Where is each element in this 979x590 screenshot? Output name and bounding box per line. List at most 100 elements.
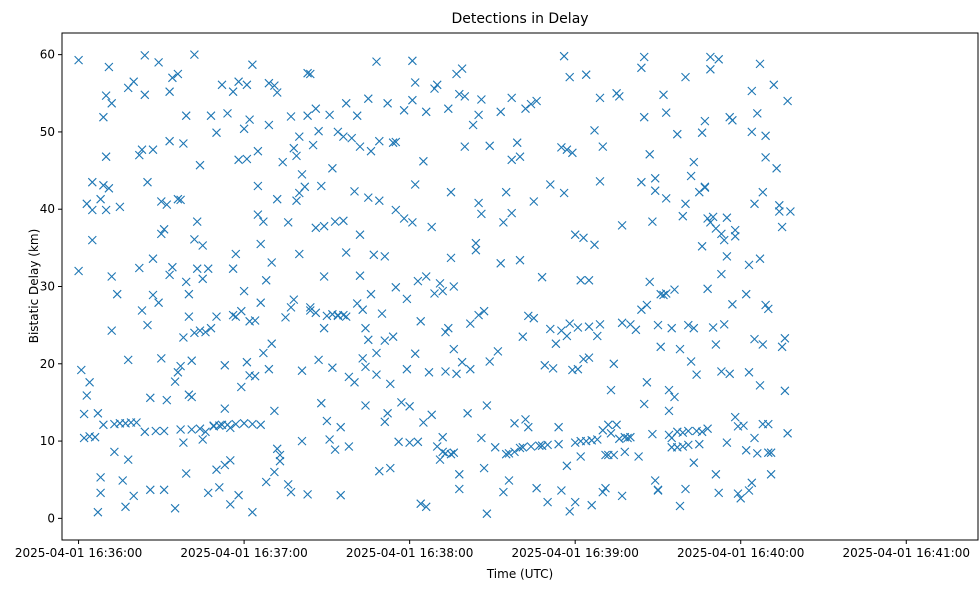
data-point [744, 367, 754, 377]
data-point [427, 222, 437, 232]
data-point [239, 124, 249, 134]
data-point [314, 126, 323, 136]
data-point [645, 277, 655, 287]
data-point [634, 452, 643, 461]
data-point [750, 334, 759, 344]
data-point [341, 248, 351, 257]
data-point [380, 336, 390, 345]
data-point [670, 392, 679, 402]
data-point [350, 187, 359, 196]
data-point [617, 318, 627, 328]
data-point [601, 483, 610, 493]
data-point [457, 357, 467, 367]
data-point [507, 155, 517, 165]
data-point [137, 306, 147, 315]
data-point [272, 444, 282, 454]
data-point [294, 249, 304, 259]
data-point [96, 488, 105, 498]
data-point [496, 107, 506, 117]
data-point [700, 183, 710, 192]
data-point [543, 497, 552, 507]
data-point [758, 187, 768, 197]
data-point [374, 136, 384, 146]
data-point [576, 275, 586, 285]
data-point [454, 469, 464, 479]
data-point [140, 90, 150, 100]
data-point [369, 250, 379, 260]
data-point [93, 408, 103, 418]
data-point [261, 477, 271, 487]
data-point [270, 467, 279, 477]
data-point [477, 95, 486, 104]
data-point [741, 445, 751, 455]
data-point [270, 406, 279, 416]
data-point [576, 452, 586, 461]
data-point [380, 252, 390, 261]
data-point [777, 342, 787, 352]
data-point [653, 320, 663, 330]
data-point [750, 433, 759, 443]
data-point [703, 214, 712, 223]
data-point [579, 354, 588, 364]
data-point [148, 254, 158, 264]
data-point [449, 448, 459, 458]
data-point [328, 163, 337, 173]
data-point [507, 93, 517, 103]
data-point [678, 428, 688, 437]
data-point [424, 367, 434, 377]
data-point [529, 313, 539, 323]
data-point [121, 502, 130, 512]
plot-frame [61, 32, 979, 541]
data-point [430, 84, 439, 93]
data-point [559, 188, 569, 198]
data-point [617, 491, 627, 501]
data-point [512, 138, 522, 148]
data-point [485, 357, 495, 366]
data-point [159, 426, 169, 436]
data-point [562, 331, 572, 341]
data-point [143, 177, 152, 187]
data-point [504, 476, 514, 485]
data-point [747, 478, 757, 488]
data-point [308, 140, 318, 150]
data-point [584, 322, 594, 332]
data-point [140, 51, 150, 60]
data-point [330, 217, 340, 226]
data-point [441, 367, 450, 376]
data-point [457, 64, 467, 73]
data-point [763, 304, 773, 314]
data-point [278, 157, 288, 167]
data-point [518, 332, 528, 342]
data-point [609, 450, 619, 460]
data-point [645, 149, 655, 159]
data-point [242, 154, 252, 164]
data-point [374, 466, 384, 476]
data-point [110, 447, 119, 457]
data-point [443, 104, 453, 114]
data-point [755, 254, 765, 264]
data-point [584, 353, 594, 362]
x-tick-label: 2025-04-01 16:36:00 [15, 546, 142, 560]
data-point [441, 327, 450, 337]
data-point [264, 120, 274, 130]
data-point [689, 323, 699, 333]
data-point [592, 435, 602, 444]
data-point [590, 126, 599, 135]
data-point [336, 422, 346, 432]
data-point [482, 401, 492, 410]
data-point [587, 500, 597, 510]
data-point [145, 485, 155, 495]
data-point [405, 401, 414, 411]
data-point [264, 364, 274, 374]
data-point [355, 230, 365, 240]
data-point [402, 364, 412, 374]
data-point [292, 196, 301, 206]
data-point [286, 303, 296, 312]
data-point [228, 264, 238, 274]
data-point [79, 433, 89, 443]
data-point [385, 379, 395, 389]
data-point [165, 87, 174, 97]
data-point [344, 442, 354, 451]
data-point [129, 77, 139, 87]
data-point [162, 395, 172, 405]
